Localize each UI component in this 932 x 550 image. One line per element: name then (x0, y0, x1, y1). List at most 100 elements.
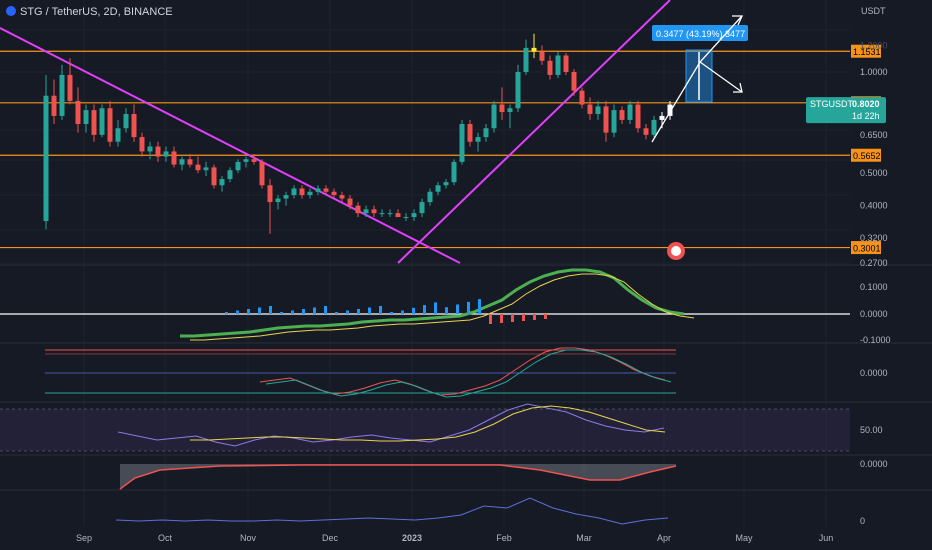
measure-label-box (652, 25, 748, 41)
candle-body-74 (635, 104, 641, 129)
time-tick-1: Oct (158, 533, 173, 543)
candle-body-61 (531, 47, 537, 52)
macd-hist-bar-11 (346, 310, 349, 314)
level-tag-3 (851, 241, 881, 255)
candle-body-8 (107, 108, 113, 142)
candle-body-29 (275, 198, 281, 203)
candle-body-44 (395, 213, 401, 218)
candle-body-42 (379, 213, 385, 215)
time-tick-0: Sep (76, 533, 92, 543)
symbol-title: STG / TetherUS, 2D, BINANCE (20, 6, 173, 18)
candle-body-15 (163, 151, 169, 157)
descending-trendline (0, 27, 461, 264)
drawdown-line (119, 464, 677, 490)
candle-body-23 (227, 170, 233, 180)
price-tick-5: 0.2700 (860, 258, 888, 268)
candle-body-26 (251, 159, 257, 162)
symbol-header[interactable]: STG / TetherUS, 2D, BINANCE (6, 6, 173, 18)
candle-body-57 (499, 104, 505, 113)
trendlines[interactable] (0, 0, 671, 264)
macd-hist-bar-10 (335, 312, 338, 314)
macd-hist-bar-0 (225, 312, 228, 314)
candle-body-3 (67, 74, 73, 101)
candle-body-36 (331, 191, 337, 196)
candle-body-71 (611, 110, 617, 133)
macd-hist-bar-20 (445, 307, 448, 314)
candle-body-1 (51, 95, 57, 116)
macd-hist-bar-15 (390, 312, 393, 314)
projection-up-head (732, 15, 744, 26)
macd-hist-bar-9 (324, 306, 327, 314)
macd-hist-bar-5 (280, 312, 283, 314)
osc-tick-0: 0.0000 (860, 368, 888, 378)
rsi-ma-line (190, 405, 666, 442)
macd-tick-2: -0.1000 (860, 335, 891, 345)
candle-body-25 (243, 159, 249, 162)
us-flag-icon-inner (671, 246, 681, 256)
candle-body-56 (491, 104, 497, 129)
candle-body-20 (203, 167, 209, 171)
macd-hist-bar-29 (544, 314, 547, 319)
candle-body-49 (435, 185, 441, 192)
measure-tool[interactable]: 0.3477 (43.19%) 3477 (651, 15, 748, 260)
candle-body-28 (267, 185, 273, 203)
time-tick-8: May (735, 533, 753, 543)
candle-body-32 (299, 188, 305, 196)
time-tick-2: Nov (240, 533, 257, 543)
macd-hist-bar-16 (401, 310, 404, 314)
candles (43, 33, 673, 234)
candle-body-34 (315, 188, 321, 192)
candle-body-73 (627, 104, 633, 120)
candle-body-2 (59, 74, 65, 116)
candle-body-18 (187, 159, 193, 165)
volume-line (115, 497, 669, 525)
candle-body-69 (595, 106, 601, 114)
candle-body-64 (555, 55, 561, 75)
macd-hist-bar-6 (291, 310, 294, 314)
rsi-band (0, 409, 850, 451)
macd-hist-bar-12 (357, 309, 360, 314)
grid (0, 0, 850, 526)
volume-tick-0: 0 (860, 516, 865, 526)
candle-body-14 (155, 146, 161, 157)
macd-hist-bar-4 (269, 306, 272, 314)
candle-body-41 (371, 209, 377, 214)
candle-body-60 (523, 47, 529, 72)
candle-body-10 (123, 113, 129, 129)
macd-hist-bar-17 (412, 307, 415, 314)
macd-hist-bar-19 (434, 302, 437, 314)
level-value-2: 0.5652 (853, 151, 881, 161)
candle-body-31 (291, 188, 297, 196)
candle-body-17 (179, 159, 185, 165)
time-tick-7: Apr (657, 533, 671, 543)
time-tick-6: Mar (576, 533, 592, 543)
candle-body-51 (451, 161, 457, 183)
candle-body-43 (387, 213, 393, 215)
price-tick-1: 0.6500 (860, 130, 888, 140)
macd-hist-bar-24 (489, 314, 492, 324)
level-value-0: 1.1531 (853, 47, 881, 57)
candle-body-45 (403, 217, 409, 219)
current-price-countdown: 1d 22h (852, 111, 880, 121)
projection-down-head (733, 82, 743, 93)
candle-body-66 (571, 72, 577, 91)
candle-body-76 (651, 119, 657, 135)
macd-tick-0: 0.1000 (860, 282, 888, 292)
candle-body-48 (427, 191, 433, 203)
candle-body-5 (83, 110, 89, 125)
measure-label: 0.3477 (43.19%) 3477 (656, 29, 745, 39)
time-tick-5: Feb (496, 533, 512, 543)
candle-body-46 (411, 213, 417, 218)
level-tag-0 (851, 44, 881, 58)
macd-hist-bar-8 (313, 307, 316, 314)
candle-body-22 (219, 179, 225, 186)
candle-body-33 (307, 191, 313, 196)
macd-hist-bar-25 (500, 314, 503, 323)
price-tick-4: 0.3200 (860, 233, 888, 243)
macd-hist-bar-7 (302, 309, 305, 314)
osc-line-b (265, 349, 672, 398)
candle-body-68 (587, 104, 593, 114)
candle-body-70 (603, 106, 609, 133)
candle-body-4 (75, 100, 81, 125)
